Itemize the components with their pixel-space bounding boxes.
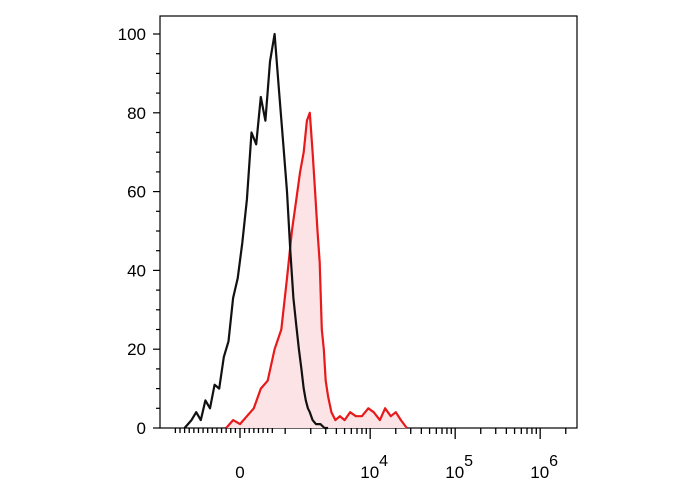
series-1-area — [226, 112, 407, 429]
x-tick-label: 105 — [445, 453, 473, 482]
x-tick-label: 104 — [360, 453, 388, 482]
x-tick-label: 0 — [235, 463, 244, 482]
series-layer — [183, 32, 408, 430]
y-tick-label: 100 — [118, 25, 146, 44]
y-tick-label: 0 — [137, 419, 146, 438]
x-tick-label: 106 — [530, 453, 558, 482]
y-tick-label: 40 — [127, 261, 146, 280]
series-0-line — [183, 32, 329, 430]
y-tick-label: 20 — [127, 340, 146, 359]
y-tick-label: 80 — [127, 104, 146, 123]
y-axis: 0 20 40 60 80 100 — [118, 25, 160, 438]
x-axis: 0 104 105 106 — [174, 428, 567, 482]
series-1-line — [225, 111, 408, 429]
y-tick-label: 60 — [127, 183, 146, 202]
